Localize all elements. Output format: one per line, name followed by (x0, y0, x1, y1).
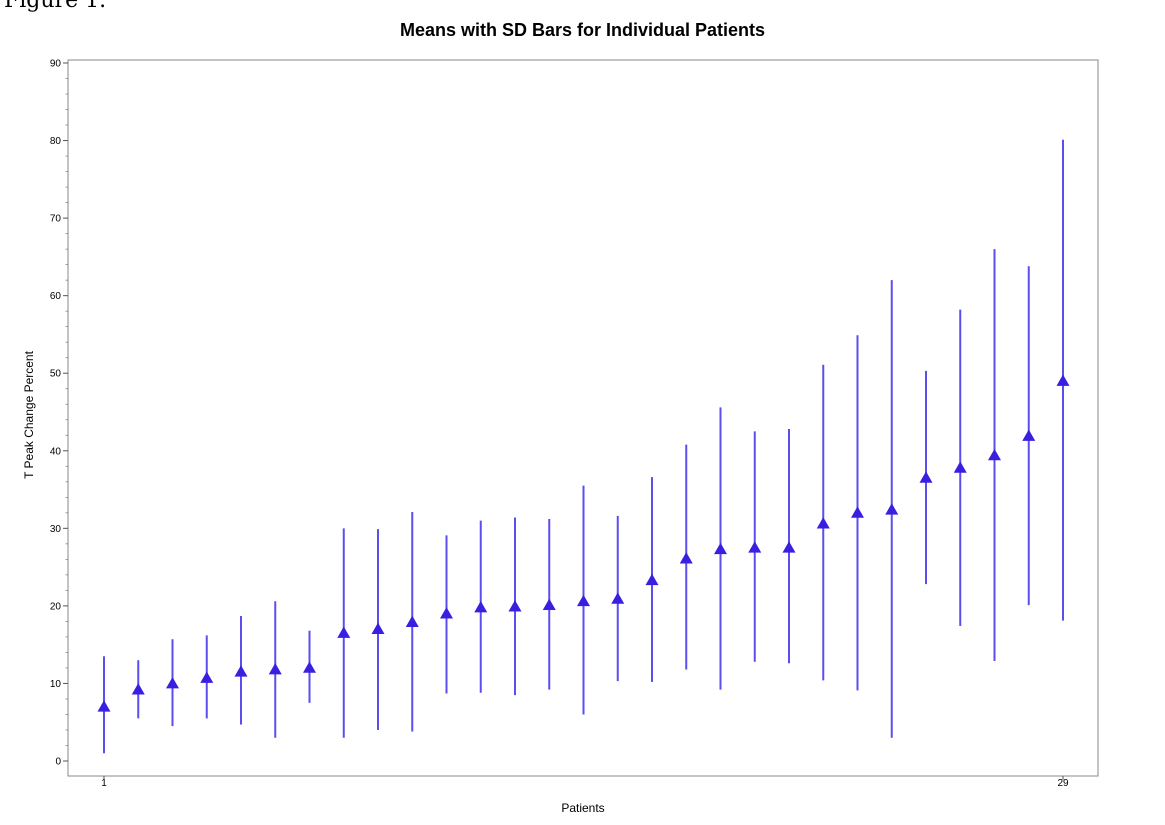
mean-marker-patient-3 (166, 676, 179, 689)
y-axis: 0 10 20 30 40 50 60 70 80 90 (50, 59, 68, 768)
y-tick-label-10: 10 (50, 679, 62, 690)
plot-frame (67, 59, 1099, 777)
y-tick-label-70: 70 (50, 214, 62, 225)
x-axis: 1 29 (101, 776, 1069, 789)
mean-marker-patient-13 (508, 600, 522, 612)
mean-marker-patient-23 (851, 506, 864, 518)
y-tick-label-90: 90 (50, 59, 62, 70)
mean-marker-patient-27 (988, 448, 1001, 461)
mean-marker-patient-29 (1056, 374, 1070, 386)
mean-marker-patient-26 (953, 461, 967, 473)
x-tick-label-1: 1 (101, 778, 107, 789)
mean-marker-patient-12 (474, 600, 488, 613)
figure-label: Figure 1. (4, 0, 107, 13)
y-tick-label-20: 20 (50, 601, 62, 612)
y-tick-label-0: 0 (55, 757, 61, 768)
mean-marker-patient-6 (268, 662, 282, 675)
mean-marker-patient-16 (611, 592, 625, 604)
mean-marker-patient-8 (337, 626, 351, 638)
mean-marker-patient-21 (782, 541, 796, 553)
mean-marker-patient-2 (131, 683, 145, 695)
y-tick-label-50: 50 (50, 369, 62, 380)
mean-marker-patient-20 (748, 541, 762, 553)
error-bars (103, 139, 1064, 754)
mean-marker-patient-17 (645, 573, 659, 586)
y-tick-label-30: 30 (50, 524, 62, 535)
mean-marker-patient-10 (405, 615, 419, 628)
mean-marker-patient-19 (714, 542, 727, 555)
chart-title: Means with SD Bars for Individual Patien… (399, 20, 766, 40)
mean-marker-patient-11 (440, 607, 453, 619)
mean-marker-patient-22 (816, 517, 830, 529)
mean-marker-patient-5 (234, 665, 248, 677)
y-tick-label-60: 60 (50, 291, 62, 302)
y-tick-label-80: 80 (50, 136, 62, 147)
mean-marker-patient-14 (542, 598, 556, 610)
mean-marker-patient-1 (97, 700, 111, 712)
mean-markers (97, 374, 1070, 712)
x-axis-label: Patients (561, 801, 604, 815)
mean-marker-patient-18 (679, 552, 693, 564)
mean-marker-patient-4 (200, 671, 214, 683)
mean-marker-patient-7 (303, 661, 316, 673)
x-tick-label-29: 29 (1057, 778, 1069, 789)
y-axis-label: T Peak Change Percent (22, 350, 36, 479)
mean-marker-patient-24 (885, 503, 899, 515)
mean-marker-patient-28 (1022, 429, 1036, 441)
mean-marker-patient-15 (577, 594, 590, 607)
y-tick-label-40: 40 (50, 446, 62, 457)
mean-marker-patient-9 (371, 622, 385, 635)
mean-marker-patient-25 (919, 471, 933, 483)
